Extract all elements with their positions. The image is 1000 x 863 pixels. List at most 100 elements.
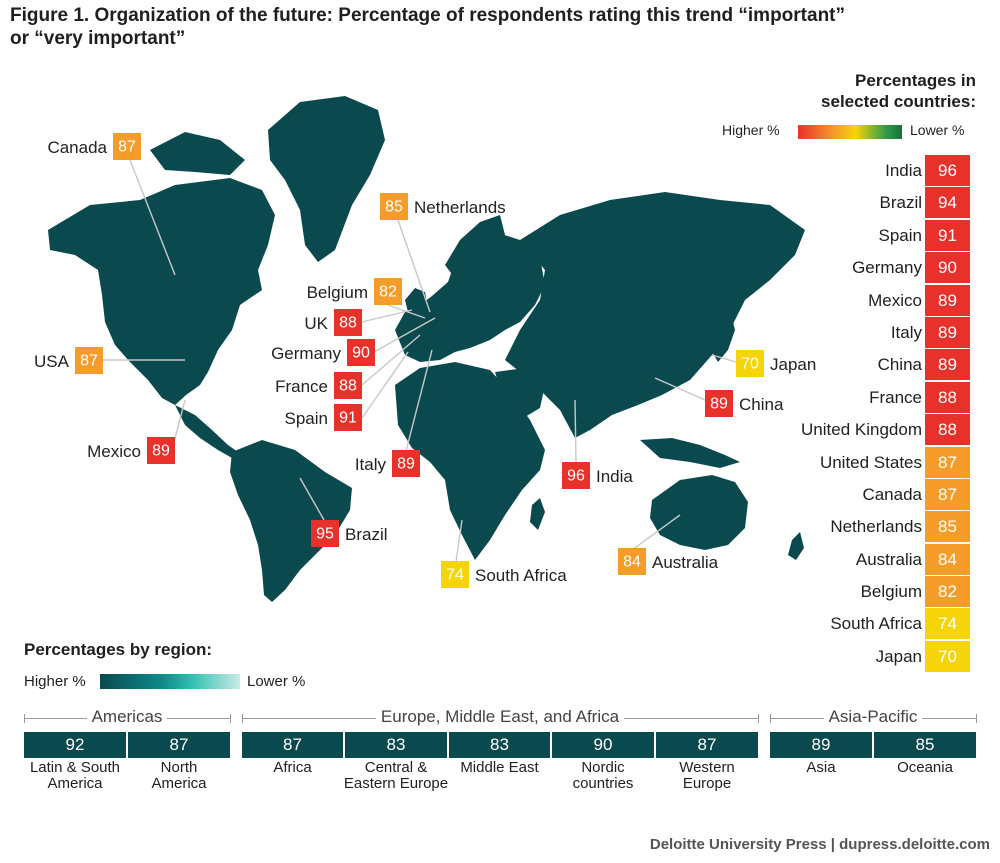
region-group-name-asia-pacific: Asia-Pacific [823, 707, 923, 727]
rank-row-mexico: Mexico 89 [700, 284, 980, 317]
region-value-north-america: 87 [128, 732, 230, 758]
region-group-name-europe-middle-east-and-africa: Europe, Middle East, and Africa [375, 707, 625, 727]
leader-line-china [654, 377, 706, 401]
rank-value-badge: 87 [925, 478, 970, 510]
region-gradient-legend [100, 674, 240, 689]
color-gradient-legend [798, 125, 902, 139]
map-label-india: India [596, 467, 633, 486]
region-legend-lower-label: Lower % [247, 673, 306, 690]
chart-title: Figure 1. Organization of the future: Pe… [10, 4, 990, 50]
map-badges: 87 Canada 85 Netherlands 82 Belgium 88 UK 87 USA 9… [34, 133, 816, 588]
region-value-central-eastern-europe: 83 [345, 732, 447, 758]
rank-country-name: South Africa [830, 614, 922, 634]
chart-title-line-2: or “very important” [10, 28, 186, 49]
region-label-line-1: Asia [806, 759, 836, 776]
map-badge-box-usa [75, 347, 103, 374]
rank-row-canada: Canada 87 [700, 478, 980, 511]
map-badge-value-india: 96 [567, 468, 585, 485]
map-label-usa: USA [34, 352, 70, 371]
map-badge-japan: 70 Japan [736, 350, 816, 377]
region-label-line-2: America [151, 775, 207, 792]
landmass-arabia [495, 368, 545, 420]
rank-value-badge: 87 [925, 446, 970, 478]
region-label-oceania: Oceania [868, 760, 982, 776]
map-badge-value-south-africa: 74 [446, 567, 464, 584]
map-badge-value-australia: 84 [623, 554, 641, 571]
map-badge-value-netherlands: 85 [385, 199, 403, 216]
region-label-line-1: North [160, 759, 198, 776]
region-group-tick-right-asia-pacific [976, 714, 977, 723]
map-badge-value-italy: 89 [397, 456, 415, 473]
rank-country-name: United Kingdom [801, 420, 922, 440]
region-value-asia: 89 [770, 732, 872, 758]
map-badge-value-china: 89 [710, 396, 728, 413]
region-label-line-2: Eastern Europe [343, 775, 449, 792]
rank-row-china: China 89 [700, 349, 980, 381]
landmass-new-zealand [788, 532, 804, 560]
region-group-tick-right-americas [230, 714, 231, 723]
rank-value-badge: 88 [925, 381, 970, 413]
rank-row-france: France 88 [700, 381, 980, 414]
rank-country-name: Netherlands [830, 517, 922, 537]
map-label-china: China [739, 395, 784, 414]
map-badge-belgium: 82 Belgium [307, 278, 402, 305]
region-label-western-europe: Western Europe [650, 760, 764, 792]
region-label-north-america: North America [122, 760, 236, 792]
leader-line-canada [129, 159, 176, 276]
map-badge-value-japan: 70 [741, 356, 759, 373]
legend-higher-label: Higher % [722, 122, 780, 138]
landmass-greenland [268, 96, 385, 262]
rank-country-name: United States [819, 452, 922, 472]
landmass-arctic-islands [150, 132, 245, 175]
map-landmasses [48, 96, 805, 602]
map-badge-china: 89 China [705, 390, 784, 417]
map-badge-box-south-africa [441, 561, 469, 588]
map-badge-mexico: 89 Mexico [87, 437, 175, 464]
footer-credit: Deloitte University Press | dupress.delo… [649, 836, 990, 853]
rank-country-name: Australia [855, 549, 922, 569]
rank-country-name: Belgium [860, 582, 922, 602]
map-badge-box-uk [334, 309, 362, 336]
rank-country-name: France [869, 387, 922, 407]
map-badge-box-japan [736, 350, 764, 377]
rank-country-name: China [877, 355, 922, 375]
region-section-title: Percentages by region: [24, 640, 213, 659]
rank-value-badge: 74 [925, 608, 970, 640]
map-label-mexico: Mexico [87, 442, 141, 461]
landmass-north-america [48, 178, 275, 405]
map-badge-box-australia [618, 548, 646, 575]
rank-country-name: Germany [852, 258, 922, 278]
landmass-madagascar [530, 498, 545, 530]
region-group-tick-left-europe-middle-east-and-africa [242, 714, 243, 723]
map-badge-value-mexico: 89 [152, 443, 170, 460]
rank-row-belgium: Belgium 82 [700, 576, 980, 608]
rank-row-south-africa: South Africa 74 [700, 608, 980, 640]
map-badge-usa: 87 USA [34, 347, 103, 374]
leader-line-uk [361, 309, 413, 323]
countries-panel-title: Percentages in selected countries: [821, 70, 976, 112]
landmass-japan [712, 310, 735, 362]
region-label-nordic-countries: Nordic countries [546, 760, 660, 792]
landmass-indonesia [640, 438, 740, 468]
map-label-brazil: Brazil [345, 525, 388, 544]
rank-row-japan: Japan 70 [700, 640, 980, 673]
region-label-middle-east: Middle East [443, 760, 556, 776]
region-label-line-1: Oceania [897, 759, 953, 776]
region-value-oceania: 85 [874, 732, 976, 758]
region-label-asia: Asia [764, 760, 878, 776]
countries-panel-title-line-2: selected countries: [821, 92, 976, 111]
landmass-europe [395, 232, 545, 362]
landmass-africa [395, 362, 545, 560]
map-badge-box-france [334, 372, 362, 399]
leader-line-india [574, 399, 577, 463]
rank-value-badge: 96 [925, 155, 970, 186]
map-badge-canada: 87 Canada [47, 133, 141, 160]
region-value-western-europe: 87 [656, 732, 758, 758]
map-label-france: France [275, 377, 328, 396]
map-label-canada: Canada [47, 138, 107, 157]
countries-panel-title-line-1: Percentages in [855, 71, 976, 90]
region-label-central-eastern-europe: Central & Eastern Europe [339, 760, 453, 792]
rank-row-australia: Australia 84 [700, 543, 980, 576]
map-badge-value-belgium: 82 [379, 284, 397, 301]
rank-row-united-kingdom: United Kingdom 88 [700, 414, 980, 446]
